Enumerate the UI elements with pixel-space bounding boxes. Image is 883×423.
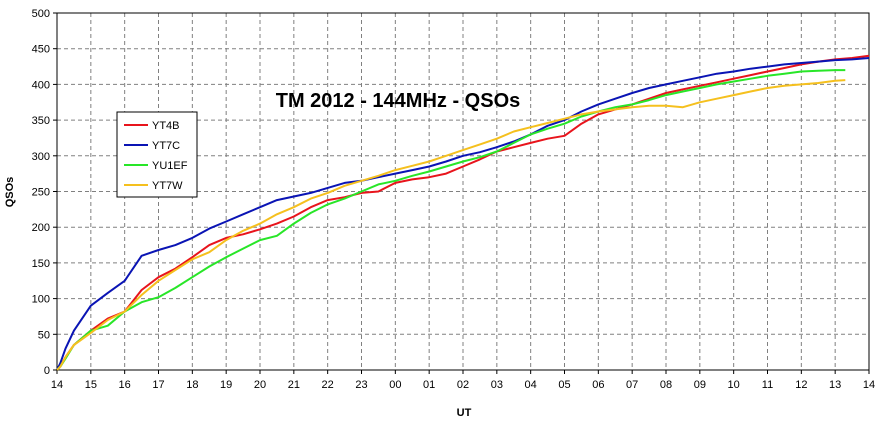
series-lines [56, 54, 870, 371]
y-tick-label: 100 [32, 294, 50, 306]
y-tick-label: 0 [44, 365, 50, 377]
y-tick-label: 300 [32, 151, 50, 163]
x-tick-label: 21 [288, 379, 300, 391]
x-tick-label: 18 [186, 379, 198, 391]
legend-label-yu1ef: YU1EF [152, 160, 188, 172]
x-tick-label: 13 [829, 379, 841, 391]
x-tick-label: 07 [626, 379, 638, 391]
x-tick-label: 03 [491, 379, 503, 391]
y-tick-label: 450 [32, 44, 50, 56]
y-tick-label: 250 [32, 187, 50, 199]
legend-label-yt4b: YT4B [152, 120, 180, 132]
x-tick-label: 14 [863, 379, 875, 391]
x-tick-label: 06 [592, 379, 604, 391]
series-line-yt4b [56, 54, 870, 371]
y-axis-label: QSOs [4, 177, 16, 208]
y-tick-label: 350 [32, 115, 50, 127]
x-tick-label: 10 [728, 379, 740, 391]
x-tick-label: 23 [355, 379, 367, 391]
x-tick-label: 19 [220, 379, 232, 391]
y-tick-label: 50 [38, 329, 50, 341]
x-tick-label: 00 [389, 379, 401, 391]
series-line-yt7c [56, 57, 870, 371]
x-tick-label: 11 [762, 379, 773, 391]
x-tick-label: 15 [85, 379, 97, 391]
y-axis-ticks: 0 50 100 150 200 250 300 350 400 450 500 [32, 8, 57, 377]
y-tick-label: 400 [32, 79, 50, 91]
x-tick-label: 05 [558, 379, 570, 391]
x-axis-label: UT [457, 407, 472, 419]
x-tick-label: 04 [525, 379, 537, 391]
x-tick-label: 12 [795, 379, 807, 391]
x-tick-label: 09 [694, 379, 706, 391]
legend-label-yt7w: YT7W [152, 180, 183, 192]
y-tick-label: 150 [32, 258, 50, 270]
legend-label-yt7c: YT7C [152, 140, 180, 152]
legend: YT4B YT7C YU1EF YT7W [116, 111, 198, 198]
series-line-yt7w [56, 79, 846, 371]
x-tick-label: 02 [457, 379, 469, 391]
y-tick-label: 500 [32, 8, 50, 20]
x-tick-label: 08 [660, 379, 672, 391]
x-tick-label: 16 [119, 379, 131, 391]
legend-box [116, 111, 198, 198]
x-tick-label: 22 [322, 379, 334, 391]
x-tick-label: 17 [152, 379, 164, 391]
x-tick-label: 14 [51, 379, 63, 391]
series-line-yu1ef [56, 69, 846, 371]
gridlines [57, 13, 869, 370]
x-tick-label: 20 [254, 379, 266, 391]
x-axis-ticks: 14 15 16 17 18 19 20 21 22 23 00 01 02 03 04 05 06 07 08 09… [51, 370, 875, 391]
x-tick-label: 01 [423, 379, 435, 391]
chart-title: TM 2012 - 144MHz - QSOs [276, 90, 521, 112]
y-tick-label: 200 [32, 222, 50, 234]
